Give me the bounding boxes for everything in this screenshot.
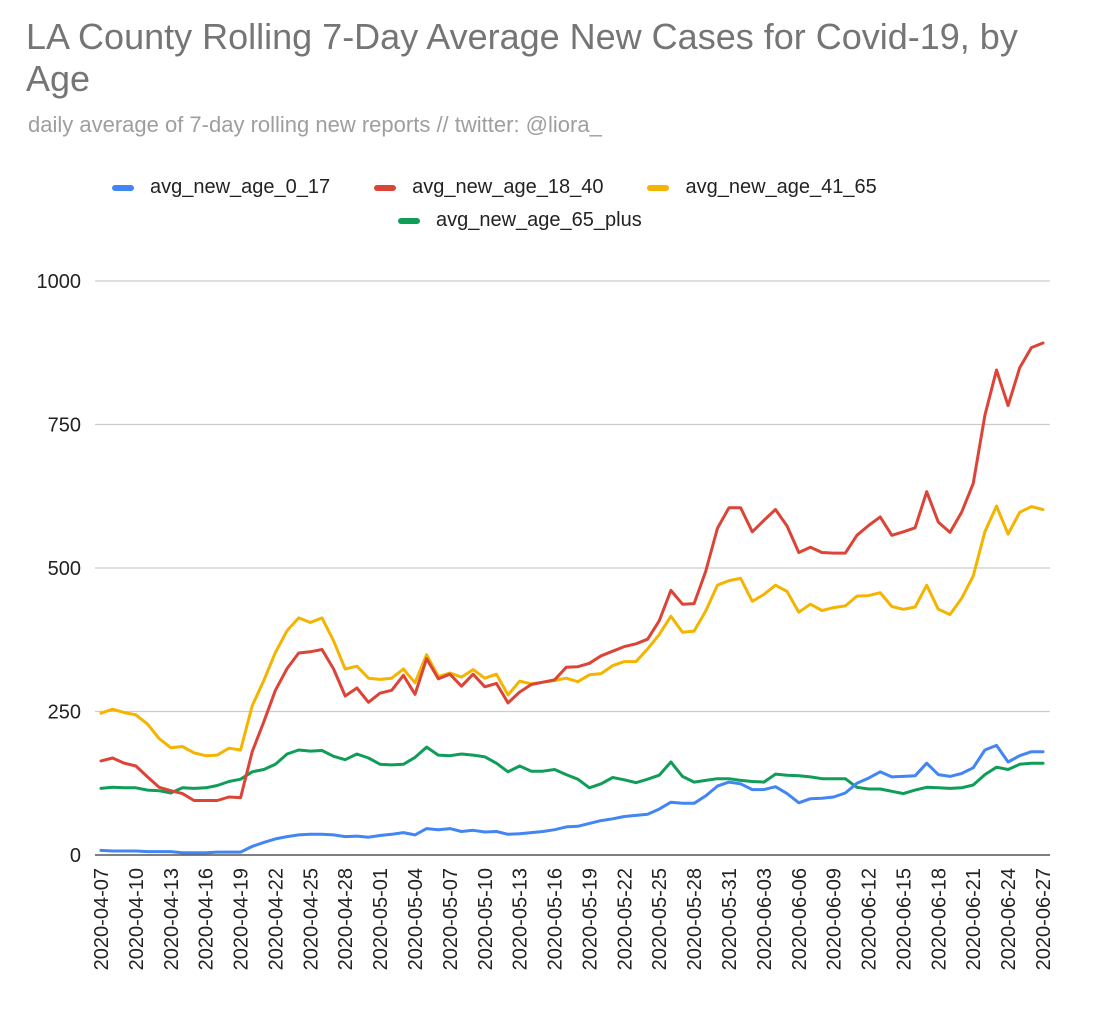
x-tick-label: 2020-05-25 [649, 868, 671, 970]
legend-label-41-65: avg_new_age_41_65 [685, 176, 877, 198]
legend-item-18-40[interactable]: avg_new_age_18_40 [374, 176, 603, 199]
x-tick-label: 2020-04-19 [231, 868, 253, 970]
legend-swatch-65-plus [398, 217, 420, 224]
chart-subtitle: daily average of 7-day rolling new repor… [28, 112, 602, 137]
x-tick-label: 2020-05-22 [614, 868, 636, 970]
legend-item-65-plus[interactable]: avg_new_age_65_plus [398, 209, 642, 232]
x-tick-label: 2020-05-10 [475, 868, 497, 970]
x-tick-label: 2020-04-07 [91, 868, 113, 970]
x-tick-label: 2020-05-19 [579, 868, 601, 970]
x-tick-label: 2020-05-13 [510, 868, 532, 970]
x-tick-label: 2020-06-09 [824, 868, 846, 970]
x-tick-label: 2020-06-27 [1033, 868, 1055, 970]
legend-label-0-17: avg_new_age_0_17 [150, 176, 331, 198]
x-tick-label: 2020-05-07 [440, 868, 462, 970]
legend-swatch-18-40 [374, 184, 397, 191]
x-tick-label: 2020-05-28 [684, 868, 706, 970]
x-tick-label: 2020-06-06 [789, 868, 811, 970]
x-tick-label: 2020-04-22 [265, 868, 287, 970]
x-tick-label: 2020-06-18 [928, 868, 950, 970]
series-line-avg_new_age_18_40 [99, 341, 1045, 802]
series-lines [99, 341, 1045, 855]
y-tick-label: 750 [48, 415, 81, 437]
x-tick-label: 2020-04-28 [335, 868, 357, 970]
x-tick-label: 2020-05-31 [719, 868, 741, 970]
y-tick-label: 250 [48, 702, 81, 724]
x-tick-label: 2020-05-04 [405, 868, 427, 970]
x-tick-label: 2020-04-13 [161, 868, 183, 970]
gridlines [95, 280, 1050, 856]
legend-row-1: avg_new_age_0_17 avg_new_age_18_40 avg_n… [112, 176, 921, 199]
legend-label-18-40: avg_new_age_18_40 [412, 176, 604, 198]
x-tick-label: 2020-06-15 [893, 868, 915, 970]
series-line-avg_new_age_41_65 [99, 504, 1045, 758]
y-tick-label: 0 [70, 845, 81, 867]
legend-item-0-17[interactable]: avg_new_age_0_17 [112, 176, 330, 199]
x-tick-label: 2020-06-12 [859, 868, 881, 970]
legend-label-65-plus: avg_new_age_65_plus [436, 209, 642, 231]
x-axis-ticks: 2020-04-07 2020-04-10 2020-04-13 2020-04-16… [91, 868, 1055, 970]
x-tick-label: 2020-04-16 [196, 868, 218, 970]
x-tick-label: 2020-06-21 [963, 868, 985, 970]
legend-row-2: avg_new_age_65_plus [398, 209, 686, 232]
x-tick-label: 2020-05-16 [545, 868, 567, 970]
y-axis-ticks: 0 250 500 750 1000 [37, 271, 82, 867]
x-tick-label: 2020-04-25 [300, 868, 322, 970]
x-tick-label: 2020-06-03 [754, 868, 776, 970]
chart-title: LA County Rolling 7-Day Average New Case… [26, 16, 1018, 99]
legend-item-41-65[interactable]: avg_new_age_41_65 [647, 176, 877, 199]
y-tick-label: 1000 [37, 271, 82, 293]
y-tick-label: 500 [48, 558, 81, 580]
x-tick-label: 2020-06-24 [998, 868, 1020, 970]
x-tick-label: 2020-04-10 [126, 868, 148, 970]
x-tick-label: 2020-05-01 [370, 868, 392, 970]
legend-swatch-41-65 [647, 184, 670, 191]
series-line-avg_new_age_65_plus [99, 745, 1045, 796]
legend-swatch-0-17 [112, 184, 134, 191]
series-line-avg_new_age_0_17 [99, 743, 1045, 855]
